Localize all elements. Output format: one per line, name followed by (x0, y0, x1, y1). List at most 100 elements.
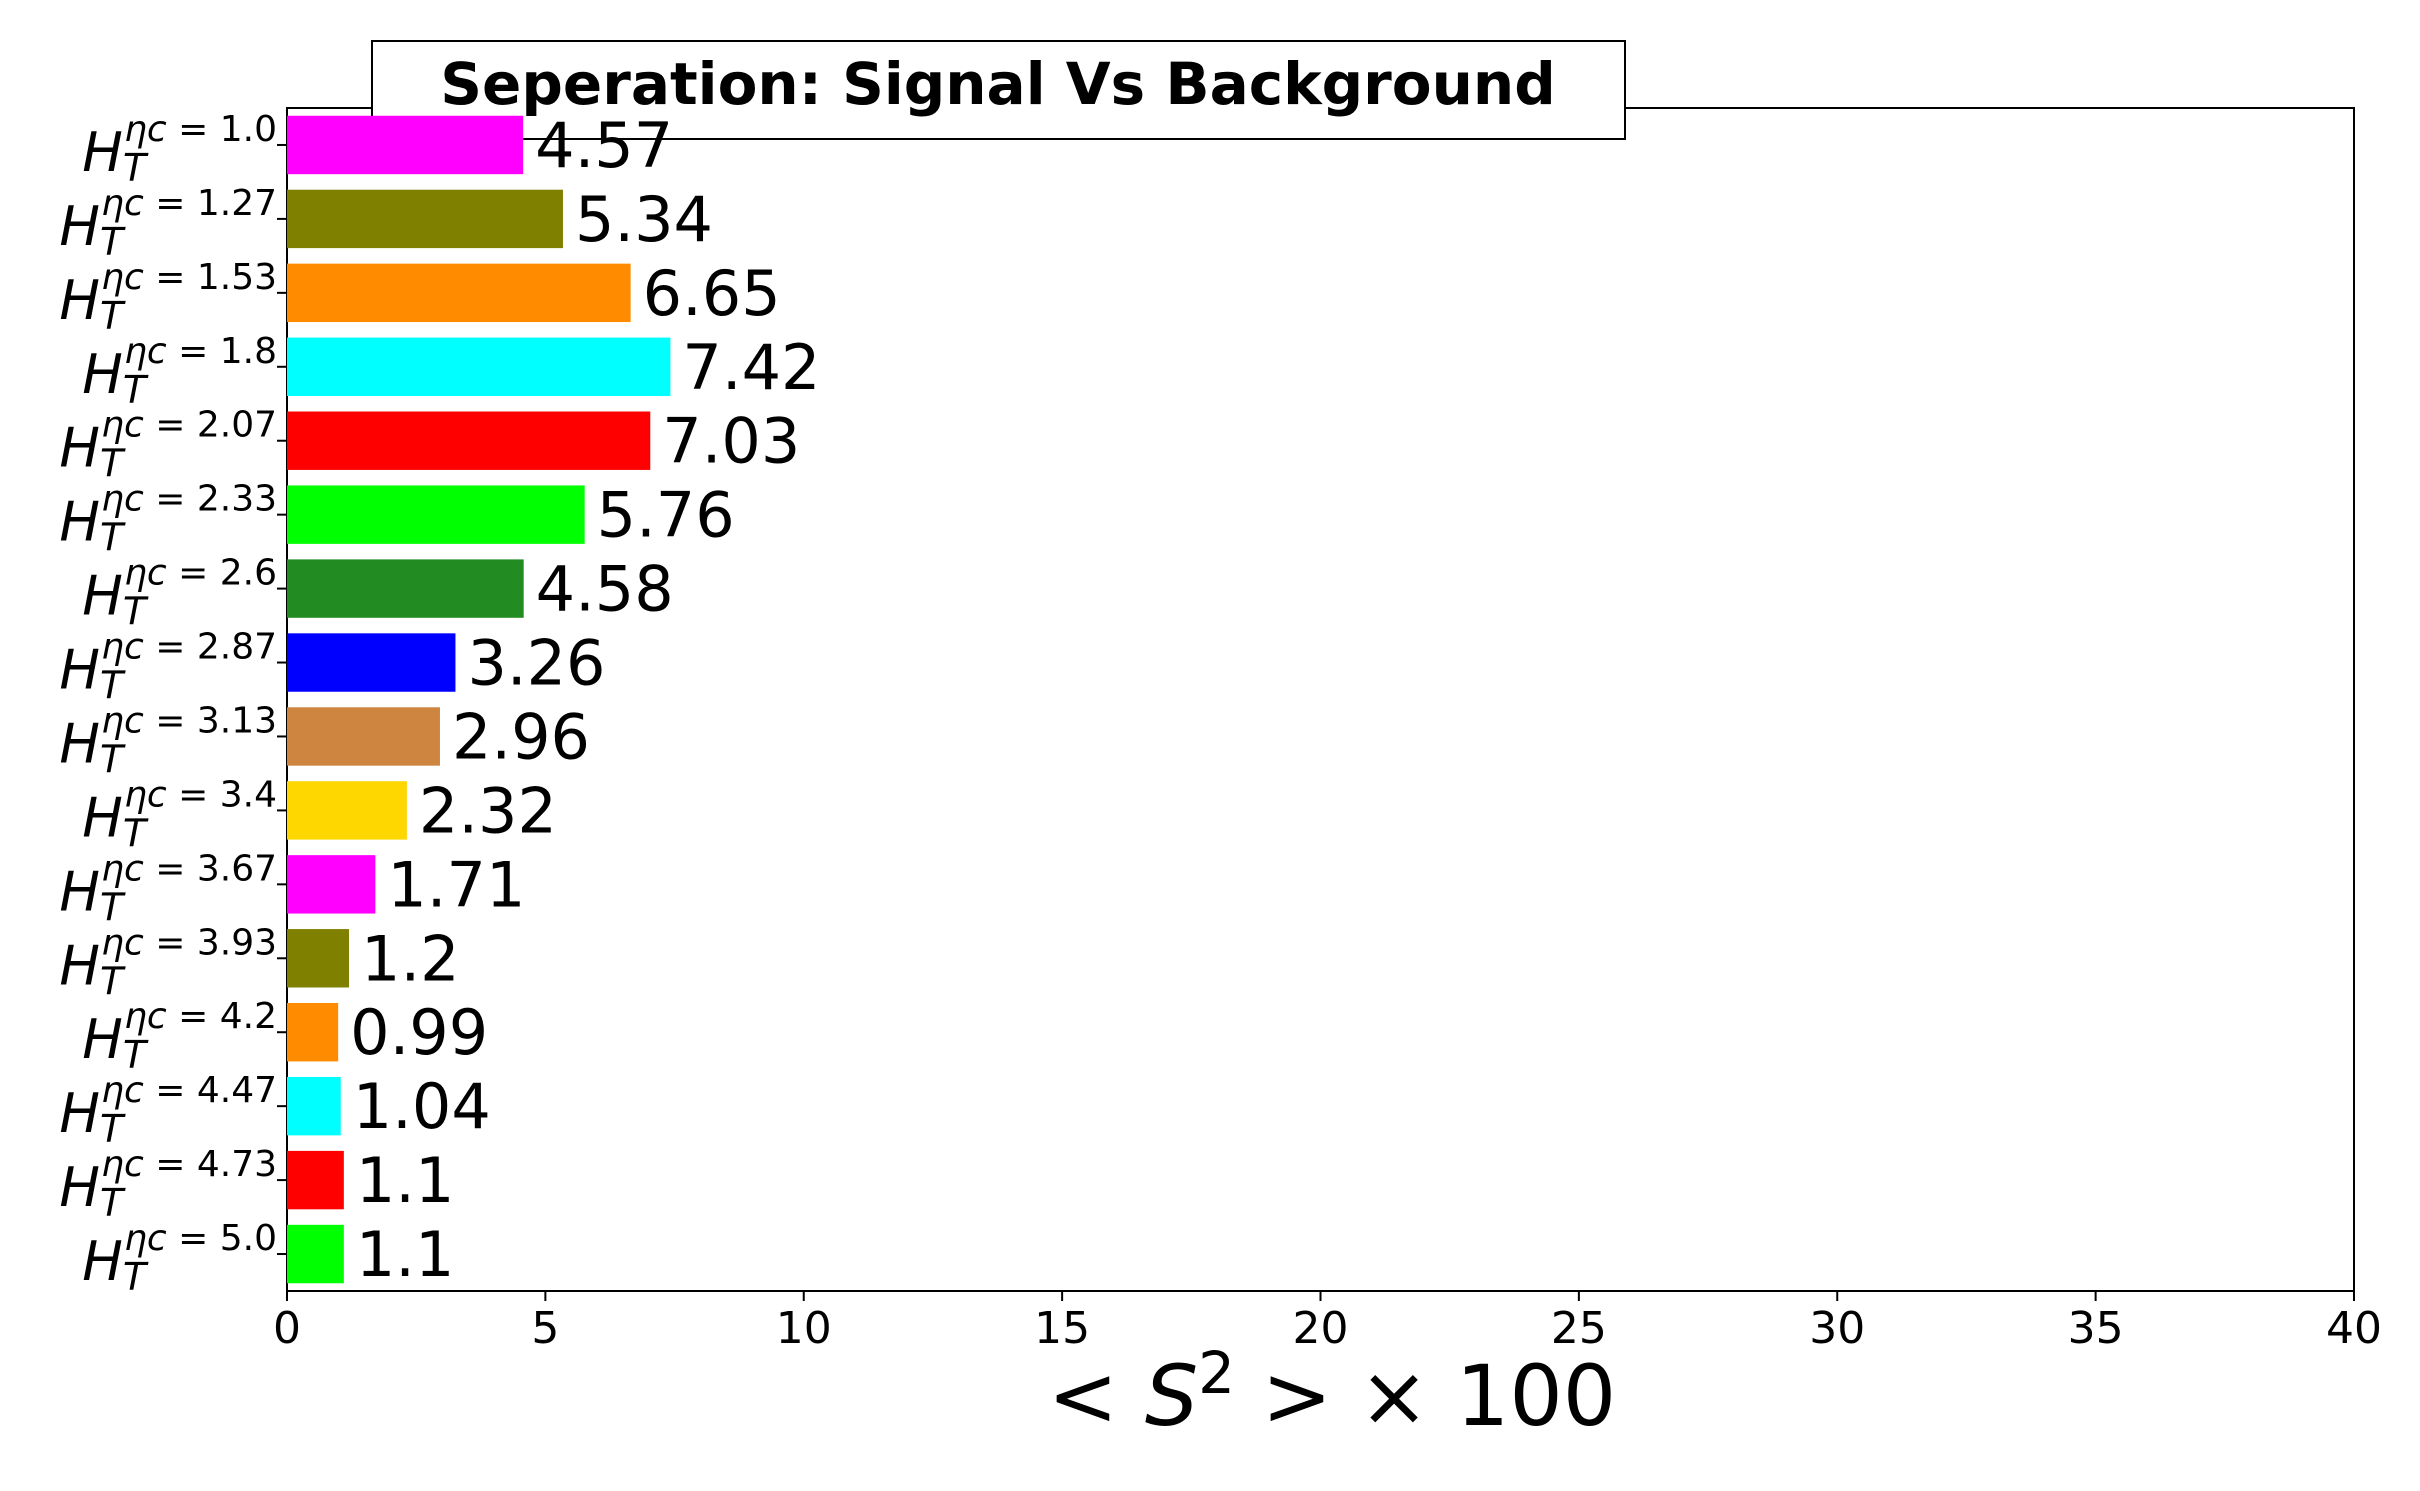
label-sup-value: 4.73 (197, 1144, 277, 1185)
label-sup: ηc = (124, 1218, 220, 1259)
label-sup: ηc = (101, 627, 197, 668)
label-sup-value: 1.53 (197, 257, 277, 298)
x-tick-label: 0 (273, 1303, 301, 1354)
label-base: H (59, 195, 100, 258)
label-sub: T (123, 1033, 149, 1077)
x-axis-label: < S2 > × 100 (1048, 1339, 1617, 1445)
label-sup-value: 2.07 (197, 405, 277, 446)
bar (287, 929, 350, 988)
label-sup: ηc = (101, 183, 197, 224)
label-sup: ηc = (124, 774, 220, 815)
chart-title: Seperation: Signal Vs Background (440, 50, 1555, 118)
label-base: H (82, 786, 123, 849)
y-tick-label: HTηc = 4.2 (82, 996, 277, 1077)
value-label: 1.04 (353, 1070, 491, 1143)
y-tick-label: HTηc = 3.67 (59, 848, 277, 929)
bar (287, 263, 631, 323)
x-label-sup: 2 (1198, 1339, 1235, 1407)
y-tick-label: HTηc = 1.0 (82, 109, 277, 190)
label-base: H (59, 491, 100, 554)
label-sup-value: 3.67 (197, 848, 277, 889)
label-sub: T (123, 590, 149, 634)
label-sub: T (100, 885, 126, 929)
value-label: 5.76 (597, 479, 735, 552)
label-sub: T (100, 1181, 126, 1225)
label-sub: T (100, 220, 126, 264)
value-label: 3.26 (467, 627, 605, 700)
y-tick-label: HTηc = 2.6 (82, 553, 277, 634)
y-tick-label: HTηc = 1.53 (59, 257, 277, 338)
label-base: H (82, 1008, 123, 1071)
x-tick-label: 20 (1293, 1303, 1349, 1354)
bar (287, 633, 456, 692)
bar (287, 1150, 344, 1210)
y-tick-label: HTηc = 4.47 (59, 1070, 277, 1151)
title-box (371, 40, 1626, 140)
label-sub: T (100, 664, 126, 708)
label-base: H (59, 1156, 100, 1219)
label-base: H (59, 1082, 100, 1145)
label-sup-value: 2.87 (197, 627, 277, 668)
x-label-part: < S (1048, 1347, 1198, 1445)
y-tick-label: HTηc = 2.33 (59, 479, 277, 560)
y-tick-label: HTηc = 1.8 (82, 331, 277, 412)
label-sup: ηc = (124, 109, 220, 150)
label-sup-value: 1.27 (197, 183, 277, 224)
label-sup-value: 1.8 (220, 331, 277, 372)
value-label: 1.1 (356, 1218, 455, 1291)
label-sup-value: 3.4 (220, 774, 277, 815)
bar (287, 189, 563, 249)
value-label: 1.1 (356, 1144, 455, 1217)
value-label: 7.03 (662, 405, 800, 478)
value-label: 2.32 (419, 774, 557, 847)
value-label: 4.57 (535, 109, 673, 182)
label-sup: ηc = (101, 1070, 197, 1111)
bar (287, 337, 671, 396)
label-sub: T (100, 737, 126, 781)
label-sub: T (100, 442, 126, 486)
bar (287, 1003, 339, 1062)
y-tick-label: HTηc = 3.4 (82, 774, 277, 855)
label-sup: ηc = (101, 257, 197, 298)
value-label: 2.96 (452, 700, 590, 773)
label-sup-value: 3.13 (197, 700, 277, 741)
label-sup: ηc = (101, 700, 197, 741)
label-sub: T (100, 959, 126, 1003)
label-sub: T (100, 516, 126, 560)
label-base: H (59, 712, 100, 775)
bar (287, 707, 440, 766)
label-sup: ηc = (101, 848, 197, 889)
label-base: H (82, 121, 123, 184)
bar (287, 1076, 341, 1136)
label-sup-value: 4.2 (220, 996, 277, 1037)
label-base: H (82, 1230, 123, 1293)
label-base: H (59, 417, 100, 480)
label-sup: ηc = (124, 553, 220, 594)
label-sup: ηc = (101, 922, 197, 963)
x-tick-label: 40 (2326, 1303, 2382, 1354)
value-label: 5.34 (575, 183, 713, 256)
y-tick-label: HTηc = 4.73 (59, 1144, 277, 1225)
y-tick-label: HTηc = 5.0 (82, 1218, 277, 1299)
x-label-part: > × 100 (1235, 1347, 1616, 1445)
label-base: H (82, 343, 123, 406)
value-label: 1.71 (387, 848, 525, 921)
y-tick-label: HTηc = 3.13 (59, 700, 277, 781)
value-label: 7.42 (682, 331, 820, 404)
bar (287, 1224, 344, 1284)
label-base: H (59, 639, 100, 702)
label-sup-value: 3.93 (197, 922, 277, 963)
label-base: H (59, 934, 100, 997)
value-label: 1.2 (361, 922, 460, 995)
bar (287, 781, 407, 840)
y-tick-label: HTηc = 1.27 (59, 183, 277, 264)
value-label: 4.58 (536, 553, 674, 626)
value-label: 0.99 (350, 996, 488, 1069)
x-tick-label: 25 (1551, 1303, 1607, 1354)
value-label: 6.65 (643, 257, 781, 330)
bar (287, 855, 376, 914)
x-tick-label: 15 (1034, 1303, 1090, 1354)
label-sup-value: 4.47 (197, 1070, 277, 1111)
